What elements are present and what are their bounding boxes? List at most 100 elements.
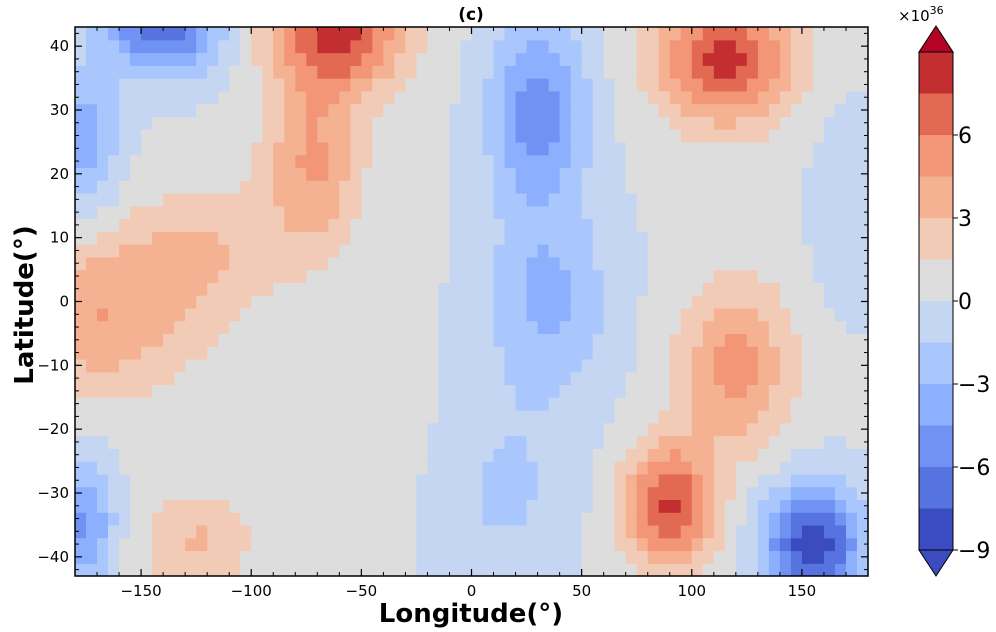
contour-cell: [746, 550, 759, 564]
contour-cell: [680, 78, 693, 92]
contour-cell: [141, 320, 153, 335]
contour-cell: [427, 397, 440, 411]
contour-cell: [614, 282, 627, 296]
contour-cell: [746, 524, 759, 539]
x-axis-title: Longitude(°): [379, 599, 563, 629]
contour-cell: [163, 78, 175, 92]
contour-cell: [504, 473, 517, 488]
contour-cell: [768, 550, 781, 564]
contour-cell: [504, 397, 517, 411]
contour-cell: [493, 65, 506, 79]
contour-cell: [834, 78, 847, 92]
contour-cell: [229, 550, 241, 564]
contour-cell: [185, 218, 197, 232]
contour-cell: [130, 307, 142, 322]
contour-cell: [251, 154, 263, 169]
contour-cell: [273, 129, 285, 143]
contour-cell: [713, 244, 726, 258]
contour-cell: [196, 397, 208, 411]
contour-cell: [372, 512, 384, 526]
contour-cell: [658, 499, 671, 513]
contour-cell: [427, 358, 440, 373]
contour-cell: [284, 422, 296, 437]
contour-cell: [636, 358, 649, 373]
contour-cell: [394, 90, 407, 105]
contour-cell: [493, 320, 506, 335]
contour-cell: [581, 320, 594, 335]
contour-cell: [438, 65, 451, 79]
contour-cell: [328, 384, 340, 398]
contour-cell: [680, 39, 693, 54]
contour-cell: [471, 218, 484, 232]
contour-cell: [75, 141, 87, 156]
contour-cell: [218, 461, 230, 475]
contour-cell: [647, 346, 660, 360]
contour-cell: [163, 537, 175, 552]
contour-cell: [537, 154, 550, 169]
contour-cell: [185, 397, 197, 411]
contour-cell: [592, 384, 605, 398]
contour-cell: [174, 27, 186, 41]
contour-cell: [317, 244, 329, 258]
contour-cell: [834, 461, 847, 475]
contour-cell: [196, 499, 208, 513]
contour-cell: [163, 524, 175, 539]
contour-cell: [273, 358, 285, 373]
contour-cell: [240, 537, 252, 552]
contour-cell: [537, 269, 550, 283]
contour-cell: [482, 90, 495, 105]
contour-cell: [394, 473, 407, 488]
contour-cell: [504, 320, 517, 335]
contour-cell: [97, 103, 109, 117]
colorbar-segment: [919, 93, 953, 136]
contour-cell: [658, 154, 671, 169]
contour-cell: [493, 307, 506, 322]
contour-cell: [647, 167, 660, 181]
contour-cell: [592, 537, 605, 552]
contour-cell: [449, 422, 462, 437]
contour-cell: [713, 410, 726, 424]
contour-cell: [163, 231, 175, 245]
contour-cell: [801, 524, 814, 539]
contour-cell: [834, 358, 847, 373]
contour-cell: [97, 524, 109, 539]
contour-cell: [229, 244, 241, 258]
contour-cell: [768, 307, 781, 322]
contour-cell: [592, 435, 605, 449]
contour-cell: [130, 358, 142, 373]
contour-cell: [372, 180, 384, 194]
x-tick-label: 50: [572, 582, 591, 600]
contour-cell: [493, 244, 506, 258]
contour-cell: [295, 39, 307, 54]
contour-cell: [97, 256, 109, 271]
contour-cell: [735, 218, 748, 232]
contour-cell: [801, 448, 814, 462]
contour-cell: [482, 333, 495, 347]
contour-cell: [284, 563, 296, 576]
contour-cell: [273, 282, 285, 296]
contour-cell: [361, 167, 373, 181]
contour-cell: [240, 205, 252, 220]
contour-cell: [119, 231, 131, 245]
contour-cell: [537, 333, 550, 347]
contour-cell: [647, 116, 660, 130]
contour-cell: [801, 269, 814, 283]
contour-cell: [119, 103, 131, 117]
colorbar-ticks: 630−3−6−9: [953, 124, 990, 564]
contour-cell: [119, 256, 131, 271]
contour-cell: [207, 486, 219, 500]
contour-cell: [801, 90, 814, 105]
contour-cell: [438, 52, 451, 66]
y-tick-label: 40: [50, 37, 69, 55]
contour-cell: [603, 397, 616, 411]
contour-cell: [680, 422, 693, 437]
contour-cell: [691, 346, 704, 360]
contour-cell: [229, 116, 241, 130]
contour-cell: [130, 295, 142, 309]
contour-cell: [603, 320, 616, 335]
contour-cell: [262, 371, 274, 386]
contour-cell: [471, 103, 484, 117]
contour-cell: [636, 205, 649, 220]
contour-cell: [614, 486, 627, 500]
contour-cell: [746, 78, 759, 92]
